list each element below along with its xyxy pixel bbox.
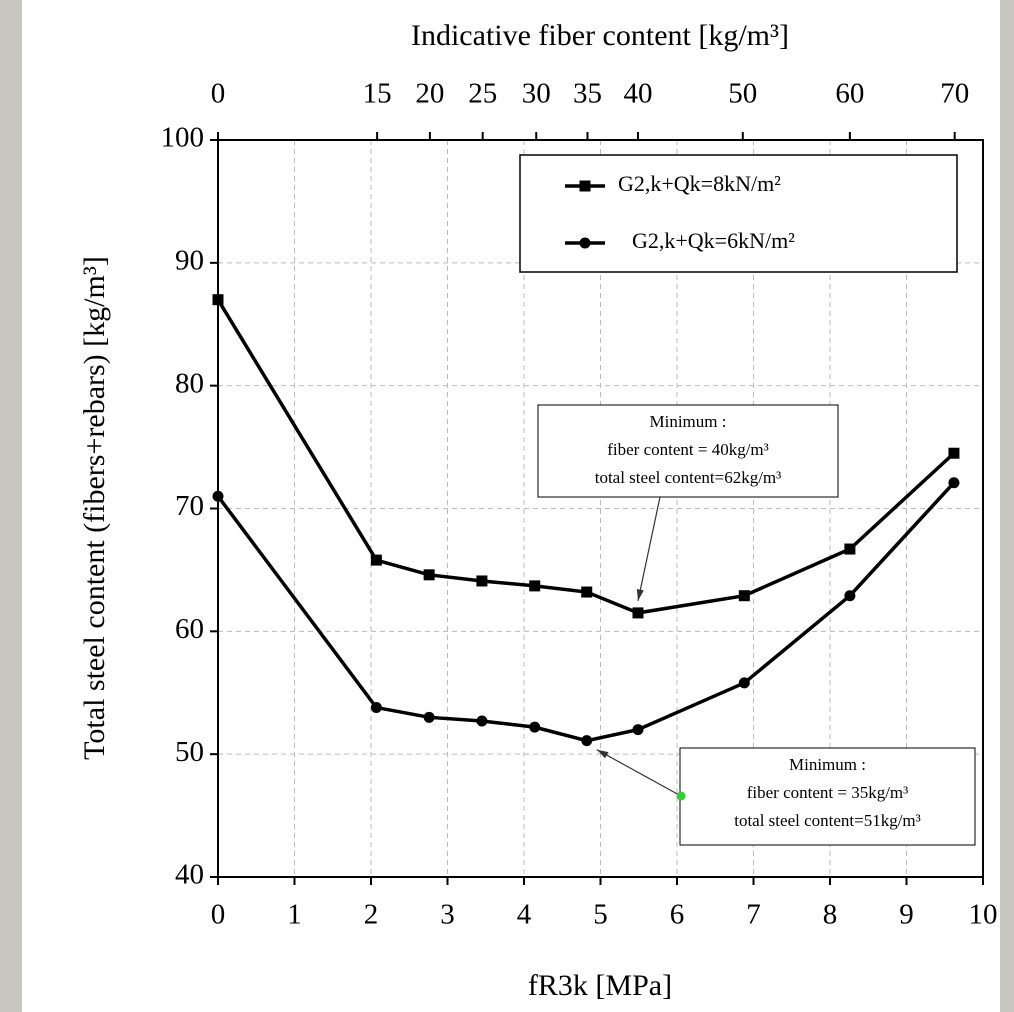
y-tick-label: 80 [175,367,204,399]
series-line [216,481,956,743]
legend-label[interactable]: G2,k+Qk=6kN/m² [632,228,795,253]
y-tick-label: 50 [175,736,204,768]
annotation-dot [676,791,686,801]
marker [529,721,541,733]
x2-tick-label: 35 [573,78,602,110]
marker [529,580,541,592]
x-axis-title: fR3k [MPa] [528,969,672,1002]
marker [212,294,224,306]
arrow-head [636,588,644,601]
x2-tick-label: 25 [468,78,497,110]
x-tick-label: 10 [969,899,998,931]
annotation-box [537,404,839,498]
plot-frame [217,139,984,878]
marker [844,590,856,602]
x-tick-label: 0 [211,899,226,931]
annotation-text: fiber content = 40kg/m³ [607,440,769,459]
marker [370,701,382,713]
marker [632,724,644,736]
annotation-text: fiber content = 35kg/m³ [747,783,909,802]
marker [370,554,382,566]
y-tick-label: 70 [175,490,204,522]
x-tick-label: 2 [364,899,379,931]
annotation-text: total steel content=62kg/m³ [595,468,782,487]
marker [948,477,960,489]
x2-axis-title: Indicative fiber content [kg/m³] [411,19,789,52]
arrow-head [596,749,609,759]
x-tick-label: 7 [746,899,761,931]
marker [581,586,593,598]
marker [423,569,435,581]
marker [476,715,488,727]
annotation-arrow [637,496,661,602]
x2-tick-label: 0 [211,78,226,110]
x2-tick-label: 50 [728,78,757,110]
marker [423,711,435,723]
y-tick-label: 40 [175,859,204,891]
x-tick-label: 1 [287,899,302,931]
legend-box [519,154,958,273]
marker [579,180,591,192]
x2-tick-label: 40 [623,78,652,110]
annotation-text: Minimum : [789,755,866,774]
marker [738,677,750,689]
marker [476,575,488,587]
x-tick-label: 3 [440,899,455,931]
annotation-box [679,747,976,846]
x2-tick-label: 70 [940,78,969,110]
x2-tick-label: 15 [363,78,392,110]
marker [632,607,644,619]
annotation-text: total steel content=51kg/m³ [734,811,921,830]
x-tick-label: 9 [899,899,914,931]
x2-tick-label: 20 [415,78,444,110]
x2-tick-label: 60 [835,78,864,110]
marker [579,237,591,249]
marker [844,543,856,555]
marker [738,590,750,602]
x-tick-label: 5 [593,899,608,931]
series-line [216,298,956,615]
y-tick-label: 90 [175,244,204,276]
legend-label[interactable]: G2,k+Qk=8kN/m² [618,171,781,196]
x-tick-label: 4 [517,899,532,931]
marker [581,735,593,747]
x-tick-label: 8 [823,899,838,931]
x2-tick-label: 30 [522,78,551,110]
y-tick-label: 60 [175,613,204,645]
annotation-arrow [596,749,682,797]
marker [212,490,224,502]
x-tick-label: 6 [670,899,685,931]
marker [948,447,960,459]
y-axis-title: Total steel content (fibers+rebars) [kg/… [78,256,111,760]
annotation-text: Minimum : [650,412,727,431]
y-tick-label: 100 [161,122,205,154]
